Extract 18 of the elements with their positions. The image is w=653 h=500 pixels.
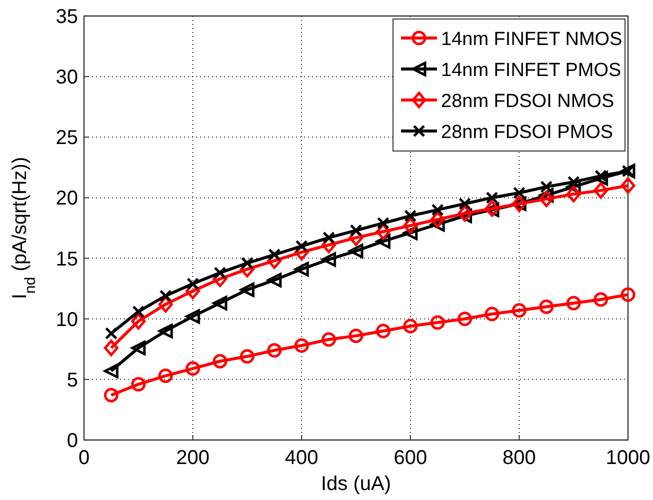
- x-tick-label: 200: [176, 447, 210, 469]
- x-tick-label: 1000: [606, 447, 650, 469]
- y-tick-label: 25: [56, 127, 78, 150]
- y-tick-label: 5: [66, 369, 78, 392]
- y-tick-label: 20: [56, 188, 78, 210]
- y-tick-label: 10: [56, 308, 78, 331]
- x-tick-label: 600: [394, 447, 428, 469]
- legend-label: 14nm FINFET PMOS: [441, 60, 622, 81]
- y-tick-label: 35: [56, 6, 78, 28]
- y-tick-label: 30: [56, 66, 78, 89]
- legend-label: 28nm FDSOI NMOS: [441, 91, 614, 112]
- y-tick-label: 15: [56, 248, 78, 270]
- legend-label: 28nm FDSOI PMOS: [441, 122, 614, 143]
- x-tick-label: 800: [502, 447, 536, 469]
- x-tick-label: 400: [284, 447, 318, 469]
- x-axis-title: Ids (uA): [320, 473, 392, 495]
- legend-label: 14nm FINFET NMOS: [441, 29, 622, 50]
- y-tick-label: 0: [66, 430, 78, 452]
